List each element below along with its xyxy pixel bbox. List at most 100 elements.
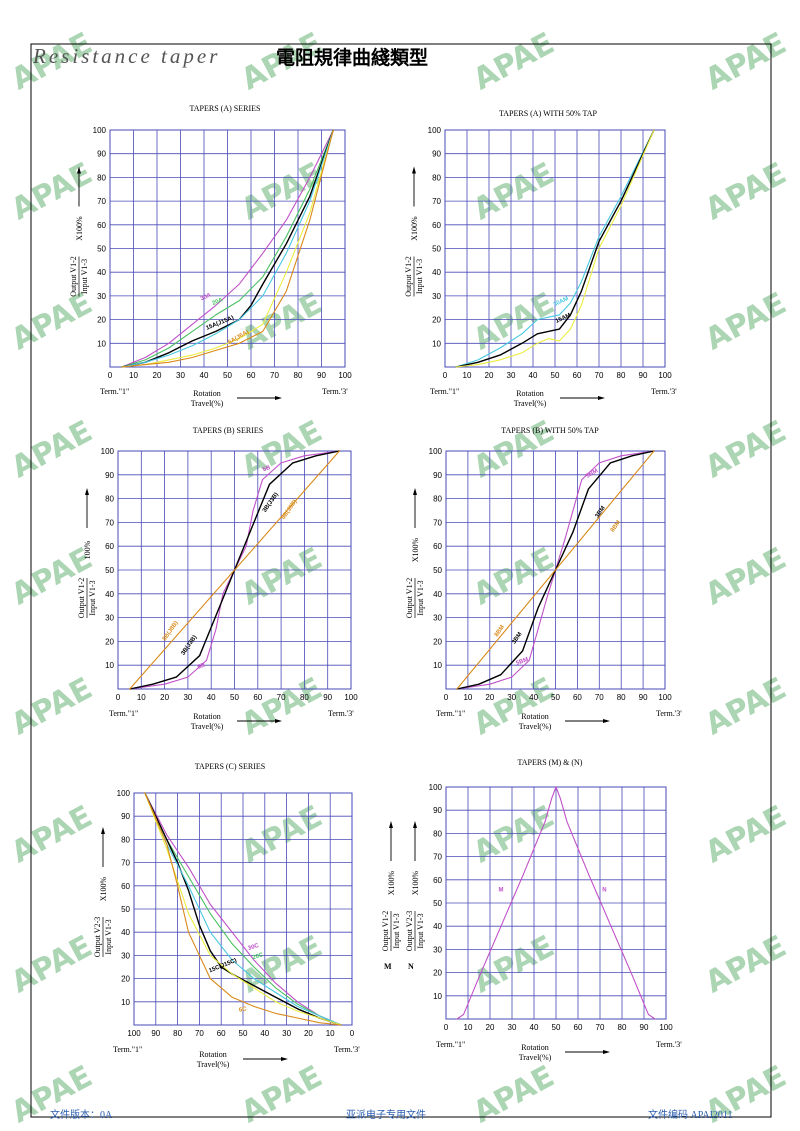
rotation-arrowhead xyxy=(275,719,282,723)
y-tick-label: 80 xyxy=(432,173,441,182)
y-tick-label: 20 xyxy=(97,316,106,325)
x-tick-label: 80 xyxy=(617,693,626,702)
y-axis-output-label: Output V1-2 xyxy=(381,911,390,952)
y-axis-output-label: Output V2-3 xyxy=(405,911,414,952)
x-tick-label: 20 xyxy=(153,371,162,380)
series-point xyxy=(206,659,207,661)
chart-2: TAPERS (A) WITH 50% TAP 0 10 20 30 40 50 60 70 80… xyxy=(404,109,677,408)
y-tick-label: 80 xyxy=(105,495,114,504)
watermark-logo: APAE xyxy=(700,414,793,485)
y-tick-label: 40 xyxy=(105,590,114,599)
rotation-arrowhead xyxy=(281,1057,288,1061)
series-8bm xyxy=(456,450,655,690)
x-tick-label: 70 xyxy=(595,693,604,702)
x-tick-label: 100 xyxy=(344,693,358,702)
y-tick-label: 20 xyxy=(105,637,114,646)
y-tick-label: 40 xyxy=(433,590,442,599)
series-20c xyxy=(144,792,342,1026)
x-tick-label: 60 xyxy=(574,1023,583,1032)
series-point xyxy=(537,607,539,609)
watermark-logo: APAE xyxy=(700,671,793,742)
curve-label: 20A xyxy=(211,297,224,307)
x-tick-label: 60 xyxy=(253,693,262,702)
y-axis-letter: N xyxy=(408,962,414,971)
x-tick-label: 0 xyxy=(444,1023,449,1032)
y-axis-arrowhead xyxy=(85,488,89,495)
y-tick-label: 100 xyxy=(101,447,115,456)
x-tick-label: 90 xyxy=(151,1029,160,1038)
y-tick-label: 60 xyxy=(433,876,442,885)
series-point xyxy=(315,455,317,457)
y-tick-label: 90 xyxy=(432,150,441,159)
rotation-label: Rotation xyxy=(193,712,221,721)
x-tick-label: 10 xyxy=(129,371,138,380)
y-tick-label: 90 xyxy=(433,471,442,480)
term-left: Term."1" xyxy=(109,709,138,718)
series-point xyxy=(620,455,622,457)
curve-label: M xyxy=(499,887,504,893)
series-point xyxy=(129,688,131,690)
chart-1: TAPERS (A) SERIES 0 10 20 30 40 50 60 70 80 90 100 1… xyxy=(69,104,352,408)
x-tick-label: 0 xyxy=(108,371,113,380)
series-point xyxy=(631,455,633,457)
series-point xyxy=(609,462,611,464)
series-point xyxy=(653,450,655,452)
y-axis-arrowhead xyxy=(77,166,81,174)
watermark-logo: APAE xyxy=(700,286,793,357)
x-tick-label: 30 xyxy=(507,693,516,702)
footer-center: 亚派电子专用文件 xyxy=(346,1108,426,1121)
series-6a-j6a- xyxy=(121,129,334,368)
x-tick-label: 40 xyxy=(530,1023,539,1032)
series-15c-j15c- xyxy=(144,792,342,1026)
y-tick-label: 60 xyxy=(97,221,106,230)
travel-label: Travel(%) xyxy=(191,399,224,408)
series-point xyxy=(222,593,224,595)
curve-label: 5BM xyxy=(585,468,599,480)
curve-label: 5B xyxy=(197,662,207,670)
series-10c xyxy=(144,792,342,1026)
watermark-logo: APAE xyxy=(6,929,99,1000)
series-30am xyxy=(455,129,655,368)
y-tick-label: 10 xyxy=(432,339,441,348)
y-tick-label: 60 xyxy=(105,542,114,551)
term-left: Term."1" xyxy=(436,709,465,718)
watermark-logo: APAE xyxy=(468,286,561,357)
y-tick-label: 80 xyxy=(97,173,106,182)
term-left: Term."1" xyxy=(430,387,459,396)
term-left: Term."1" xyxy=(100,387,129,396)
y-tick-label: 60 xyxy=(121,882,130,891)
x-tick-label: 70 xyxy=(195,1029,204,1038)
series-point xyxy=(528,659,530,661)
chart-grid xyxy=(445,450,666,690)
watermark-logo: APAE xyxy=(6,671,99,742)
y-tick-label: 30 xyxy=(433,945,442,954)
y-tick-label: 10 xyxy=(121,998,130,1007)
series-point xyxy=(152,683,154,685)
y-axis-scale-label: X100% xyxy=(411,870,420,895)
x-tick-label: 0 xyxy=(444,693,449,702)
y-axis-scale-label: X100% xyxy=(75,216,84,241)
chart-grid xyxy=(444,129,666,368)
series-point xyxy=(581,479,583,481)
x-tick-label: 20 xyxy=(160,693,169,702)
y-axis-output-label: Output V1-2 xyxy=(69,256,78,297)
x-tick-label: 100 xyxy=(338,371,352,380)
series-30a xyxy=(121,129,334,368)
y-axis-output-label: Output V2-3 xyxy=(93,917,102,958)
term-left: Term."1" xyxy=(436,1040,465,1049)
x-tick-label: 10 xyxy=(463,371,472,380)
chart-title: TAPERS (B) SERIES xyxy=(193,426,263,435)
x-tick-label: 20 xyxy=(304,1029,313,1038)
term-right: Term.'3' xyxy=(334,1045,360,1054)
series-point xyxy=(489,683,491,685)
y-axis-input-label: Input V1-3 xyxy=(104,919,113,954)
plot-frame xyxy=(444,129,666,368)
y-tick-label: 60 xyxy=(432,221,441,230)
watermark-logo: APAE xyxy=(468,671,561,742)
y-axis-scale-label: 100% xyxy=(83,540,92,559)
series-6c xyxy=(144,792,342,1026)
series-point xyxy=(500,674,502,676)
x-tick-label: 40 xyxy=(260,1029,269,1038)
term-left: Term."1" xyxy=(113,1045,142,1054)
y-tick-label: 20 xyxy=(432,316,441,325)
